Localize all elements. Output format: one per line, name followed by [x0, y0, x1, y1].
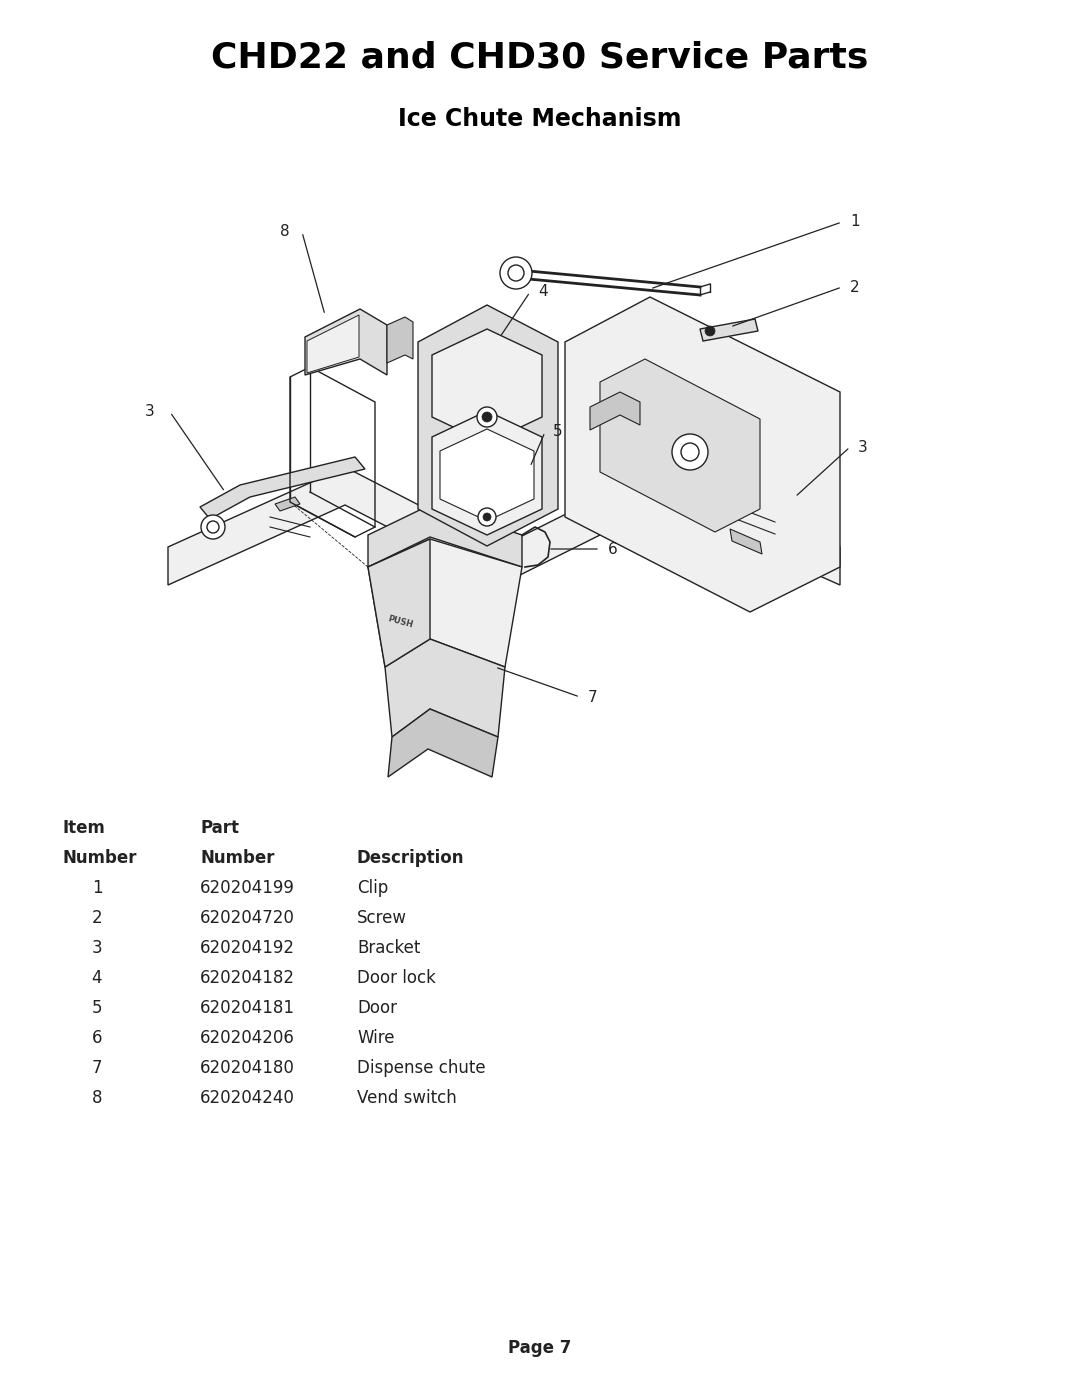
Polygon shape	[440, 429, 534, 521]
Text: 620204720: 620204720	[200, 909, 295, 928]
Polygon shape	[368, 539, 430, 666]
Text: 2: 2	[92, 909, 103, 928]
Text: Page 7: Page 7	[509, 1338, 571, 1356]
Text: 620204180: 620204180	[200, 1059, 295, 1077]
Polygon shape	[432, 330, 542, 443]
Text: Ice Chute Mechanism: Ice Chute Mechanism	[399, 108, 681, 131]
Text: Vend switch: Vend switch	[357, 1090, 457, 1106]
Text: 620204181: 620204181	[200, 999, 295, 1017]
Text: Item: Item	[62, 819, 105, 837]
Text: 620204240: 620204240	[200, 1090, 295, 1106]
Text: 1: 1	[850, 215, 860, 229]
Text: CHD22 and CHD30 Service Parts: CHD22 and CHD30 Service Parts	[212, 41, 868, 74]
Polygon shape	[168, 467, 500, 585]
Polygon shape	[200, 457, 365, 520]
Text: 6: 6	[608, 542, 618, 556]
Text: 7: 7	[588, 690, 597, 704]
Circle shape	[477, 407, 497, 427]
Circle shape	[672, 434, 708, 469]
Text: 4: 4	[538, 285, 548, 299]
Text: 7: 7	[92, 1059, 103, 1077]
Text: 2: 2	[850, 279, 860, 295]
Circle shape	[478, 509, 496, 527]
Text: Wire: Wire	[357, 1030, 394, 1046]
Polygon shape	[500, 467, 840, 585]
Text: Number: Number	[62, 849, 136, 868]
Text: 620204199: 620204199	[200, 879, 295, 897]
Text: 620204192: 620204192	[200, 939, 295, 957]
Circle shape	[500, 257, 532, 289]
Polygon shape	[565, 298, 840, 612]
Text: Clip: Clip	[357, 879, 388, 897]
Text: Description: Description	[357, 849, 464, 868]
Text: 3: 3	[145, 405, 156, 419]
Text: 5: 5	[92, 999, 103, 1017]
Polygon shape	[388, 710, 498, 777]
Polygon shape	[730, 529, 762, 555]
Text: 620204206: 620204206	[200, 1030, 295, 1046]
Text: 1: 1	[92, 879, 103, 897]
Text: Door lock: Door lock	[357, 970, 436, 988]
Polygon shape	[368, 504, 522, 567]
Polygon shape	[384, 638, 505, 738]
Text: Dispense chute: Dispense chute	[357, 1059, 486, 1077]
Polygon shape	[600, 359, 760, 532]
Text: Part: Part	[200, 819, 239, 837]
Polygon shape	[368, 539, 522, 666]
Circle shape	[482, 412, 492, 422]
Text: 3: 3	[858, 440, 867, 454]
Polygon shape	[307, 314, 359, 373]
Text: Screw: Screw	[357, 909, 407, 928]
Polygon shape	[418, 305, 558, 546]
Text: Number: Number	[200, 849, 274, 868]
Text: 8: 8	[92, 1090, 103, 1106]
Text: 620204182: 620204182	[200, 970, 295, 988]
Text: Bracket: Bracket	[357, 939, 420, 957]
Text: 8: 8	[281, 225, 291, 239]
Circle shape	[483, 513, 491, 521]
Text: 4: 4	[92, 970, 103, 988]
Circle shape	[201, 515, 225, 539]
Text: 3: 3	[92, 939, 103, 957]
Text: Door: Door	[357, 999, 397, 1017]
Polygon shape	[590, 393, 640, 430]
Text: PUSH: PUSH	[387, 615, 414, 630]
Polygon shape	[432, 411, 542, 535]
Polygon shape	[387, 317, 413, 363]
Polygon shape	[305, 309, 387, 374]
Text: 6: 6	[92, 1030, 103, 1046]
Polygon shape	[275, 497, 300, 511]
Circle shape	[705, 326, 715, 337]
Text: 5: 5	[553, 425, 563, 440]
Polygon shape	[700, 319, 758, 341]
